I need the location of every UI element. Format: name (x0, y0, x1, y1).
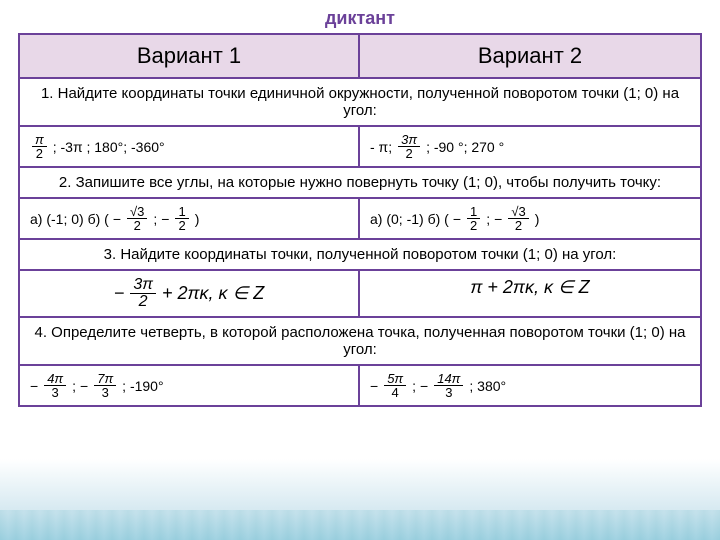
q4-v1-post: ; -190° (122, 378, 163, 394)
q2-v2-text1: а) (0; -1) б) ( (370, 211, 449, 227)
fraction-sqrt3-2-b: √3 2 (508, 205, 528, 232)
q4-prompt: 4. Определите четверть, в которой распол… (20, 318, 700, 364)
fraction-3pi-2-b: 3π 2 (130, 277, 156, 310)
fraction-1-2-b: 1 2 (467, 205, 480, 232)
q3-v1: − 3π 2 + 2πκ, κ ∈ Z (20, 271, 360, 316)
page-title: диктант (0, 0, 720, 33)
q1-prompt-row: 1. Найдите координаты точки единичной ок… (20, 79, 700, 127)
fraction-5pi-4: 5π 4 (384, 372, 406, 399)
q1-v2-text1: - π; (370, 139, 392, 155)
q1-v1: π 2 ; -3π ; 180°; -360° (20, 127, 360, 166)
header-row: Вариант 1 Вариант 2 (20, 35, 700, 79)
q3-v2: π + 2πκ, κ ∈ Z (360, 271, 700, 316)
q1-v1-text: ; -3π ; 180°; -360° (53, 139, 165, 155)
header-variant2: Вариант 2 (360, 35, 700, 77)
q3-v2-text: π + 2πκ, κ ∈ Z (470, 277, 589, 298)
fraction-pi-2: π 2 (32, 133, 47, 160)
q3-prompt: 3. Найдите координаты точки, полученной … (20, 240, 700, 269)
fraction-7pi-3: 7π 3 (94, 372, 116, 399)
fraction-3pi-2: 3π 2 (398, 133, 420, 160)
q3-v1-pre: − (114, 283, 125, 304)
q4-v2: − 5π 4 ; − 14π 3 ; 380° (360, 366, 700, 405)
q3-v1-post: + 2πκ, κ ∈ Z (162, 283, 264, 304)
wave-decoration (0, 510, 720, 540)
q4-answers-row: − 4π 3 ; − 7π 3 ; -190° − 5π 4 (20, 366, 700, 405)
fraction-4pi-3: 4π 3 (44, 372, 66, 399)
q4-v1: − 4π 3 ; − 7π 3 ; -190° (20, 366, 360, 405)
q2-prompt: 2. Запишите все углы, на которые нужно п… (20, 168, 700, 197)
q4-prompt-row: 4. Определите четверть, в которой распол… (20, 318, 700, 366)
fraction-1-2: 1 2 (175, 205, 188, 232)
q1-v2-text2: ; -90 °; 270 ° (426, 139, 504, 155)
q1-answers-row: π 2 ; -3π ; 180°; -360° - π; 3π 2 ; -90 … (20, 127, 700, 168)
q2-answers-row: а) (-1; 0) б) ( − √3 2 ; − 1 2 ) а) (0; … (20, 199, 700, 240)
q2-v2-text3: ) (535, 211, 540, 227)
q1-prompt: 1. Найдите координаты точки единичной ок… (20, 79, 700, 125)
fraction-14pi-3: 14π 3 (434, 372, 463, 399)
q2-v1: а) (-1; 0) б) ( − √3 2 ; − 1 2 ) (20, 199, 360, 238)
q3-answers-row: − 3π 2 + 2πκ, κ ∈ Z π + 2πκ, κ ∈ Z (20, 271, 700, 318)
q4-v2-post: ; 380° (469, 378, 506, 394)
q2-v1-text1: а) (-1; 0) б) ( (30, 211, 109, 227)
q2-v2-text2: ; (486, 211, 490, 227)
q1-v2: - π; 3π 2 ; -90 °; 270 ° (360, 127, 700, 166)
header-variant1: Вариант 1 (20, 35, 360, 77)
worksheet-table: Вариант 1 Вариант 2 1. Найдите координат… (18, 33, 702, 407)
fraction-sqrt3-2: √3 2 (127, 205, 147, 232)
q3-prompt-row: 3. Найдите координаты точки, полученной … (20, 240, 700, 271)
q2-v1-text3: ) (195, 211, 200, 227)
q2-prompt-row: 2. Запишите все углы, на которые нужно п… (20, 168, 700, 199)
q2-v2: а) (0; -1) б) ( − 1 2 ; − √3 2 ) (360, 199, 700, 238)
q2-v1-text2: ; (153, 211, 157, 227)
